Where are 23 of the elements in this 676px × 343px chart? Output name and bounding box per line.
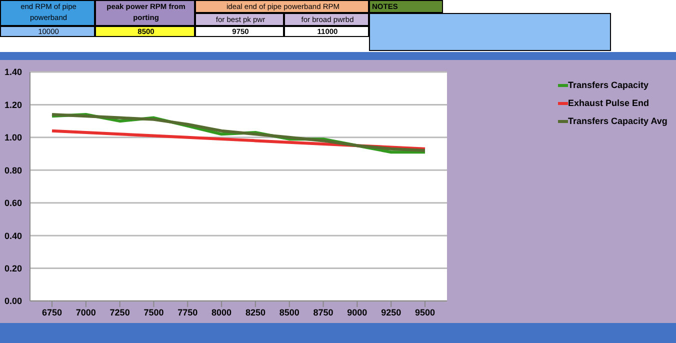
x-tick-label: 8500: [279, 307, 300, 318]
x-tick-label: 7250: [110, 307, 130, 318]
y-tick-label: 0.20: [4, 263, 22, 274]
y-tick-label: 0.00: [4, 296, 22, 306]
x-tick-label: 8750: [313, 307, 334, 318]
legend-label: Exhaust Pulse End: [568, 97, 650, 110]
y-tick-label: 0.40: [4, 230, 22, 241]
y-tick-label: 1.00: [4, 132, 22, 143]
x-tick-label: 6750: [42, 307, 62, 318]
x-tick-label: 8000: [212, 307, 232, 318]
y-tick-label: 0.60: [4, 198, 22, 208]
y-tick-label: 0.80: [4, 165, 22, 176]
x-tick-label: 9000: [347, 307, 368, 318]
x-tick-label: 9500: [414, 307, 436, 318]
x-tick-label: 9250: [381, 307, 402, 318]
x-tick-label: 7750: [178, 307, 198, 318]
legend-label: Transfers Capacity: [568, 79, 649, 92]
x-tick-label: 7500: [144, 307, 164, 318]
y-tick-label: 1.20: [4, 100, 22, 110]
x-tick-label: 7000: [76, 307, 96, 318]
y-tick-label: 1.40: [4, 67, 22, 78]
legend-label: Transfers Capacity Avg: [568, 115, 668, 128]
x-tick-label: 8250: [245, 307, 266, 318]
